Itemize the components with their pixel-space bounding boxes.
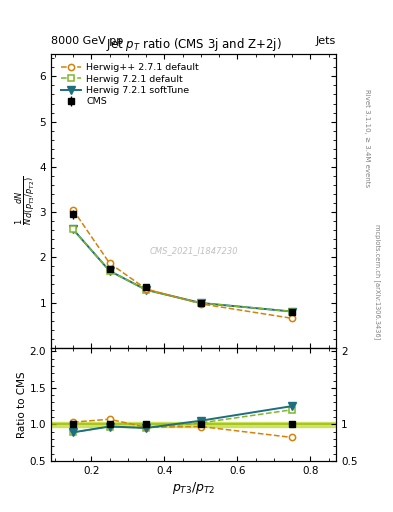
Herwig 7.2.1 default	[144, 287, 149, 293]
Herwig 7.2.1 default	[290, 308, 294, 314]
Text: Rivet 3.1.10, ≥ 3.4M events: Rivet 3.1.10, ≥ 3.4M events	[364, 89, 371, 187]
Line: Herwig 7.2.1 default: Herwig 7.2.1 default	[70, 226, 295, 315]
Herwig++ 2.7.1 default	[198, 301, 203, 307]
Herwig 7.2.1 default	[71, 226, 75, 232]
Text: Jets: Jets	[316, 36, 336, 46]
Herwig 7.2.1 default	[107, 268, 112, 274]
Herwig++ 2.7.1 default	[107, 260, 112, 266]
Herwig 7.2.1 softTune	[71, 226, 75, 232]
Text: mcplots.cern.ch [arXiv:1306.3436]: mcplots.cern.ch [arXiv:1306.3436]	[374, 224, 381, 339]
Line: Herwig 7.2.1 softTune: Herwig 7.2.1 softTune	[69, 225, 296, 315]
Y-axis label: $\frac{1}{N}\frac{dN}{d(p_{T3}/p_{T2})}$: $\frac{1}{N}\frac{dN}{d(p_{T3}/p_{T2})}$	[13, 176, 37, 225]
Y-axis label: Ratio to CMS: Ratio to CMS	[17, 371, 27, 438]
X-axis label: $p_{T3}/p_{T2}$: $p_{T3}/p_{T2}$	[172, 480, 215, 496]
Legend: Herwig++ 2.7.1 default, Herwig 7.2.1 default, Herwig 7.2.1 softTune, CMS: Herwig++ 2.7.1 default, Herwig 7.2.1 def…	[59, 61, 201, 108]
Title: Jet $p_T$ ratio (CMS 3j and Z+2j): Jet $p_T$ ratio (CMS 3j and Z+2j)	[106, 36, 281, 53]
Bar	[51, 422, 336, 426]
Herwig++ 2.7.1 default	[144, 286, 149, 292]
Herwig++ 2.7.1 default	[290, 315, 294, 322]
Text: 8000 GeV pp: 8000 GeV pp	[51, 36, 123, 46]
Text: CMS_2021_I1847230: CMS_2021_I1847230	[149, 246, 238, 255]
Herwig 7.2.1 softTune	[144, 287, 149, 293]
Herwig 7.2.1 softTune	[107, 268, 112, 274]
Herwig 7.2.1 softTune	[198, 300, 203, 306]
Herwig++ 2.7.1 default	[71, 207, 75, 213]
Line: Herwig++ 2.7.1 default: Herwig++ 2.7.1 default	[70, 207, 295, 322]
Herwig 7.2.1 softTune	[290, 308, 294, 314]
Herwig 7.2.1 default	[198, 300, 203, 306]
